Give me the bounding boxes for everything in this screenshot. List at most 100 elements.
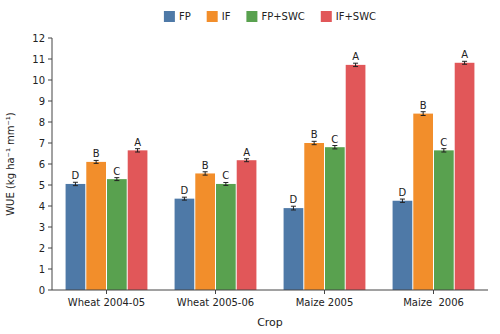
x-tick-label: Maize 2006	[403, 297, 464, 308]
bar	[195, 173, 215, 290]
legend: FPIFFP+SWCIF+SWC	[164, 11, 376, 22]
error-bar	[94, 160, 99, 163]
legend-swatch	[164, 11, 175, 22]
annotation: D	[72, 170, 80, 181]
legend-swatch	[321, 11, 332, 22]
bar	[86, 162, 106, 290]
bar	[413, 114, 433, 290]
y-tick	[48, 122, 52, 123]
legend-label: FP+SWC	[261, 11, 304, 22]
annotation: A	[243, 147, 250, 158]
y-tick	[48, 101, 52, 102]
x-axis-label: Crop	[257, 316, 283, 329]
error-line	[75, 182, 76, 185]
error-cap	[332, 148, 337, 149]
legend-swatch	[246, 11, 257, 22]
error-cap	[421, 111, 426, 112]
error-cap	[223, 182, 228, 183]
y-tick-label: 2	[39, 243, 45, 254]
chart: DDDDBBBBCCCCAAAA0123456789101112Wheat 20…	[0, 0, 500, 334]
y-tick-label: 10	[32, 75, 45, 86]
error-line	[334, 146, 335, 149]
error-cap	[244, 161, 249, 162]
error-cap	[135, 148, 140, 149]
error-cap	[244, 158, 249, 159]
x-tick	[215, 290, 216, 294]
annotation: A	[352, 51, 359, 62]
error-bar	[73, 182, 78, 185]
y-tick	[48, 38, 52, 39]
error-line	[402, 199, 403, 202]
error-bar	[182, 197, 187, 200]
bar	[175, 199, 195, 290]
y-tick	[48, 164, 52, 165]
error-bar	[421, 112, 426, 116]
error-cap	[94, 160, 99, 161]
x-tick-label: Maize 2005	[296, 297, 354, 308]
error-cap	[353, 66, 358, 67]
y-tick-label: 0	[39, 285, 45, 296]
error-cap	[421, 115, 426, 116]
error-bar	[244, 159, 249, 162]
x-tick	[433, 290, 434, 294]
error-bar	[135, 149, 140, 152]
legend-item: IF	[207, 11, 231, 22]
bar	[304, 143, 324, 290]
y-tick-label: 4	[39, 201, 45, 212]
bar	[107, 179, 127, 290]
legend-label: FP	[179, 11, 191, 22]
y-tick-label: 12	[32, 33, 45, 44]
annotation: B	[311, 129, 318, 140]
error-line	[205, 172, 206, 175]
bars	[66, 61, 475, 290]
bar	[66, 184, 86, 290]
error-cap	[114, 177, 119, 178]
error-cap	[400, 202, 405, 203]
error-cap	[400, 199, 405, 200]
annotation: B	[420, 100, 427, 111]
annotation: D	[290, 194, 298, 205]
y-tick-label: 9	[39, 96, 45, 107]
y-tick-label: 5	[39, 180, 45, 191]
x-tick	[324, 290, 325, 294]
y-tick	[48, 227, 52, 228]
y-tick	[48, 59, 52, 60]
bar	[346, 65, 366, 290]
annotation: B	[202, 160, 209, 171]
annotation: C	[113, 166, 120, 177]
error-cap	[223, 185, 228, 186]
y-tick	[48, 269, 52, 270]
error-line	[355, 63, 356, 66]
error-cap	[182, 200, 187, 201]
legend-item: FP+SWC	[246, 11, 304, 22]
error-cap	[312, 141, 317, 142]
x-axis-line	[52, 290, 488, 291]
error-cap	[182, 197, 187, 198]
annotation: D	[399, 187, 407, 198]
annotation: B	[93, 148, 100, 159]
error-line	[314, 141, 315, 144]
bar	[325, 147, 345, 290]
x-tick-label: Wheat 2005-06	[177, 297, 254, 308]
error-cap	[353, 63, 358, 64]
error-bar	[332, 146, 337, 149]
error-cap	[73, 185, 78, 186]
bar	[216, 184, 236, 290]
legend-swatch	[207, 11, 218, 22]
error-cap	[332, 145, 337, 146]
error-cap	[462, 64, 467, 65]
bar	[128, 150, 148, 290]
y-tick-label: 1	[39, 264, 45, 275]
error-bar	[400, 199, 405, 202]
legend-label: IF	[222, 11, 231, 22]
error-cap	[135, 152, 140, 153]
y-tick	[48, 80, 52, 81]
error-bar	[223, 182, 228, 185]
error-cap	[203, 175, 208, 176]
y-tick-label: 8	[39, 117, 45, 128]
y-tick-label: 7	[39, 138, 45, 149]
bar	[284, 208, 304, 290]
error-line	[293, 206, 294, 210]
error-bar	[291, 206, 296, 210]
y-tick-label: 6	[39, 159, 45, 170]
